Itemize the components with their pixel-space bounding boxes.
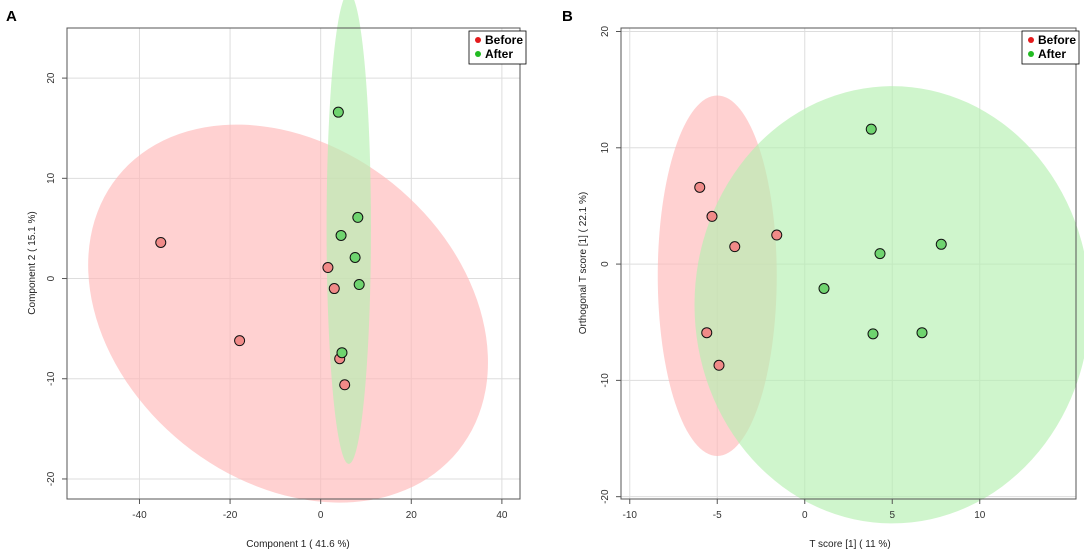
- panel-b-point-after-5: [867, 328, 879, 340]
- panel-a-x-tick-label: -40: [132, 510, 147, 521]
- panel-b-point-before-6: [713, 359, 725, 371]
- panel-a-letter: A: [6, 8, 17, 25]
- panel-b-point-after-4: [818, 283, 830, 295]
- panel-a-y-tick-label: -10: [46, 371, 57, 386]
- panel-a-legend-after-marker: [475, 51, 481, 57]
- panel-a-legend-after-label: After: [485, 47, 513, 61]
- panel-b-point-after-6: [916, 327, 928, 339]
- panel-b-y-axis-label: Orthogonal T score [1] ( 22.1 %): [578, 192, 589, 334]
- panel-a-y-ticks: -20 -10 0 10 20: [46, 72, 67, 486]
- panel-a-point-after-3: [335, 229, 347, 241]
- panel-a-point-after-2: [352, 211, 364, 223]
- panel-a-y-tick-label: -20: [46, 471, 57, 486]
- panel-a-point-before-2: [234, 335, 246, 347]
- panel-b-legend-before-marker: [1028, 37, 1034, 43]
- panel-b-point-before-4: [771, 229, 783, 241]
- panel-b-legend: Before After: [1021, 30, 1080, 65]
- panel-b-x-ticks: -10 -5 0 5 10: [623, 499, 986, 521]
- panel-b-points: [694, 123, 947, 371]
- panel-a-legend: Before After: [468, 30, 527, 65]
- panel-b-x-tick-label: -10: [623, 510, 638, 521]
- panel-b-x-tick-label: 5: [889, 510, 895, 521]
- panel-a-point-after-1: [332, 106, 344, 118]
- panel-a-ellipses: [88, 0, 488, 503]
- panel-b-y-tick-label: 20: [600, 25, 611, 37]
- panel-a-point-before-6: [339, 379, 351, 391]
- panel-a-y-tick-label: 0: [46, 275, 57, 281]
- panel-b-legend-before-label: Before: [1038, 33, 1076, 47]
- panel-b-y-tick-label: 10: [600, 142, 611, 154]
- panel-b-y-tick-label: 0: [600, 261, 611, 267]
- panel-b-x-axis-label: T score [1] ( 11 %): [809, 539, 890, 550]
- panel-a-point-before-4: [328, 283, 340, 295]
- panel-a-legend-before-marker: [475, 37, 481, 43]
- panel-b-legend-box: [1021, 30, 1080, 65]
- panel-b-letter: B: [562, 8, 573, 25]
- panel-a-y-tick-label: 10: [46, 172, 57, 184]
- panel-a-x-tick-label: 20: [406, 510, 418, 521]
- panel-b-x-tick-label: 10: [974, 510, 986, 521]
- panel-a-legend-before-label: Before: [485, 33, 523, 47]
- panel-a-ellipse-after: [326, 0, 371, 464]
- panel-b-point-before-3: [729, 241, 741, 253]
- panel-b-ellipse-after: [694, 86, 1084, 524]
- panel-b-legend-after-label: After: [1038, 47, 1066, 61]
- panel-b-y-tick-label: -10: [600, 373, 611, 388]
- panel-b-plot: -10 -5 0 5 10 -20 -10 0 10 20 T score [1] ( 11 %…: [578, 25, 1084, 550]
- panel-b-point-before-1: [694, 181, 706, 193]
- panel-a-x-tick-label: -20: [223, 510, 238, 521]
- panel-a-plot: -40 -20 0 20 40 -20 -10 0 10 20 Component 1 ( 41…: [27, 0, 527, 550]
- panel-b-y-tick-label: -20: [600, 489, 611, 504]
- panel-b-point-after-2: [935, 238, 947, 250]
- panel-a-x-axis-label: Component 1 ( 41.6 %): [246, 539, 349, 550]
- panel-b-point-before-5: [701, 327, 713, 339]
- panel-a-y-axis-label: Component 2 ( 15.1 %): [27, 211, 38, 314]
- panel-a-point-after-4: [349, 251, 361, 263]
- panel-b-point-after-3: [874, 248, 886, 260]
- panel-b-x-tick-label: -5: [713, 510, 722, 521]
- panel-b-y-ticks: -20 -10 0 10 20: [600, 25, 621, 504]
- panel-b-frame: [620, 27, 1077, 500]
- panel-a-y-tick-label: 20: [46, 72, 57, 84]
- panel-b-x-tick-label: 0: [802, 510, 808, 521]
- panel-b-legend-after-marker: [1028, 51, 1034, 57]
- panel-b-ellipses: [657, 86, 1084, 524]
- panel-a-ellipse-before: [88, 124, 488, 503]
- panel-a-point-before-3: [322, 262, 334, 274]
- panel-b-point-after-1: [865, 123, 877, 135]
- panel-a-frame: [66, 27, 521, 500]
- panel-a-points: [155, 106, 365, 391]
- panel-a-point-after-6: [336, 347, 348, 359]
- panel-a-x-tick-label: 0: [318, 510, 324, 521]
- panel-a-legend-box: [468, 30, 527, 65]
- panel-a-point-after-5: [353, 279, 365, 291]
- panel-a-x-ticks: -40 -20 0 20 40: [132, 499, 508, 521]
- panel-a-point-before-1: [155, 236, 167, 248]
- panel-a-x-tick-label: 40: [496, 510, 508, 521]
- panel-b-point-before-2: [706, 210, 718, 222]
